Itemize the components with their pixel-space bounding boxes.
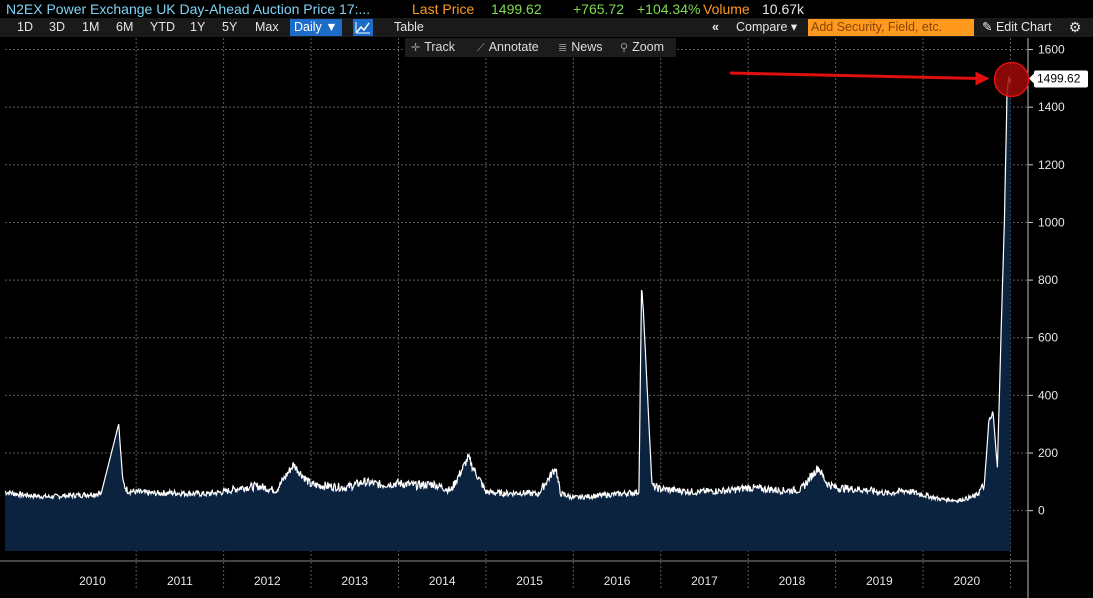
y-tick-label: 1200 (1038, 158, 1065, 172)
pencil-icon: ✎ (982, 20, 993, 34)
annotation-arrow-shaft (729, 71, 980, 80)
line-chart-icon[interactable] (353, 19, 373, 36)
news-tool[interactable]: ≣ News (558, 40, 603, 54)
last-value-box (1034, 70, 1088, 88)
price-line (4, 76, 1012, 504)
zoom-icon: ⚲ (620, 42, 629, 54)
zoom-tool[interactable]: ⚲ Zoom (620, 40, 665, 54)
chart-toolbar: 1D 3D 1M 6M YTD 1Y 5Y Max Daily ▼ Table … (0, 18, 1093, 37)
last-value-pointer (1029, 73, 1034, 84)
x-axis: 2010 2011 2012 2013 2014 2015 2016 2017 2018 2019… (0, 560, 1028, 588)
annotation: 1499.62 (729, 61, 1088, 98)
x-tick-label: 2012 (254, 574, 281, 588)
x-tick-label: 2019 (866, 574, 893, 588)
price-change: +765.72 (573, 1, 624, 17)
y-tick-label: 200 (1038, 446, 1058, 460)
x-tick-label: 2010 (79, 574, 106, 588)
annotation-arrow-head (975, 71, 990, 86)
frequency-dropdown[interactable]: Daily ▼ (290, 19, 342, 36)
range-6m-button[interactable]: 6M (116, 20, 134, 34)
track-tool[interactable]: ✛ Track (411, 40, 456, 54)
annotate-icon: ⟋ (477, 42, 485, 54)
gear-icon[interactable]: ⚙ (1068, 19, 1082, 35)
range-5y-button[interactable]: 5Y (222, 20, 238, 34)
y-tick-label: 400 (1038, 388, 1058, 402)
x-tick-label: 2017 (691, 574, 718, 588)
range-1y-button[interactable]: 1Y (190, 20, 206, 34)
highlight-circle (993, 61, 1030, 98)
range-1d-button[interactable]: 1D (17, 20, 33, 34)
x-tick-label: 2011 (167, 574, 193, 588)
x-tick-label: 2020 (953, 574, 980, 588)
range-3d-button[interactable]: 3D (49, 20, 65, 34)
y-tick-label: 1400 (1038, 100, 1065, 114)
last-price-value: 1499.62 (491, 1, 542, 17)
volume-value: 10.67k (762, 1, 805, 17)
title-bar: N2EX Power Exchange UK Day-Ahead Auction… (0, 0, 1093, 18)
range-ytd-button[interactable]: YTD (150, 20, 175, 34)
range-max-button[interactable]: Max (255, 20, 279, 34)
collapse-icon[interactable]: « (712, 20, 719, 34)
security-title: N2EX Power Exchange UK Day-Ahead Auction… (6, 1, 371, 17)
edit-chart-label: Edit Chart (995, 20, 1052, 34)
volume-label: Volume (703, 1, 750, 17)
price-area (5, 76, 1011, 551)
price-change-pct: +104.34% (637, 1, 701, 17)
annotate-tool[interactable]: ⟋ Annotate (477, 40, 539, 54)
x-tick-label: 2015 (516, 574, 543, 588)
news-icon: ≣ (558, 42, 568, 54)
last-value-label: 1499.62 (1037, 71, 1081, 85)
y-tick-label: 600 (1038, 331, 1058, 345)
x-tick-label: 2018 (779, 574, 806, 588)
y-tick-label: 1600 (1038, 43, 1065, 57)
y-tick-label: 1000 (1038, 215, 1065, 229)
last-price-label: Last Price (412, 1, 475, 17)
chart-subtoolbar: ✛ Track ⟋ Annotate ≣ News ⚲ Zoom (405, 38, 676, 57)
edit-chart-button[interactable]: ✎ Edit Chart (978, 19, 1056, 36)
x-tick-label: 2014 (429, 574, 456, 588)
table-button[interactable]: Table (394, 20, 424, 34)
y-axis: 0 200 400 600 800 1000 1200 1400 1600 (1027, 38, 1065, 598)
y-tick-label: 800 (1038, 273, 1058, 287)
x-tick-label: 2016 (604, 574, 631, 588)
x-tick-label: 2013 (341, 574, 368, 588)
y-tick-label: 0 (1038, 504, 1045, 518)
add-security-input[interactable] (808, 19, 974, 36)
crosshair-icon: ✛ (411, 42, 421, 54)
range-1m-button[interactable]: 1M (82, 20, 100, 34)
compare-dropdown[interactable]: Compare ▾ (736, 20, 798, 34)
